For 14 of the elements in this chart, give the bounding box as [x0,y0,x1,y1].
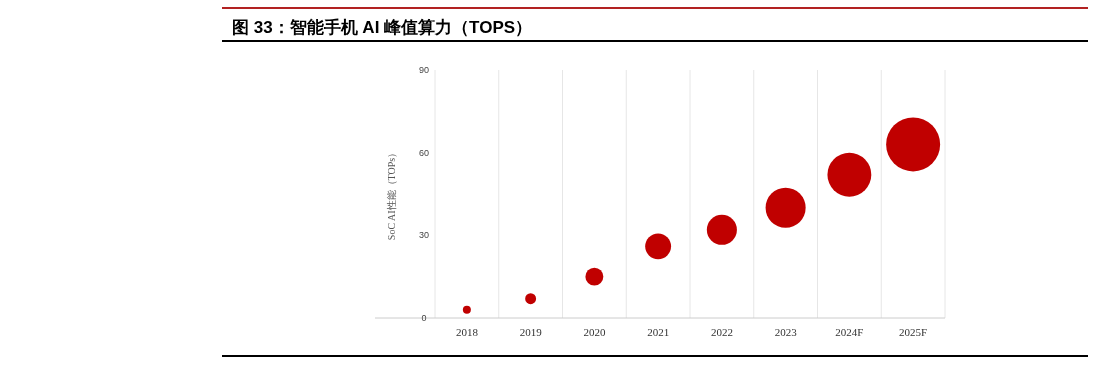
y-tick-label: 30 [418,230,430,241]
x-tick-label: 2021 [647,326,670,338]
x-tick-label: 2024F [835,326,864,338]
y-tick-label: 90 [418,65,430,75]
x-tick-label: 2020 [583,326,606,338]
chart-title: 图 33：智能手机 AI 峰值算力（TOPS） [232,18,533,37]
x-tick-label: 2018 [455,326,479,338]
y-tick-label: 0 [421,313,427,323]
x-tick-label: 2022 [710,326,733,338]
x-tick-label: 2019 [519,326,543,338]
y-axis-title: SoC AI性能（TOPs） [386,147,397,241]
x-tick-label: 2025F [899,326,928,338]
x-tick-label: 2023 [774,326,798,338]
y-tick-label: 60 [418,147,430,158]
